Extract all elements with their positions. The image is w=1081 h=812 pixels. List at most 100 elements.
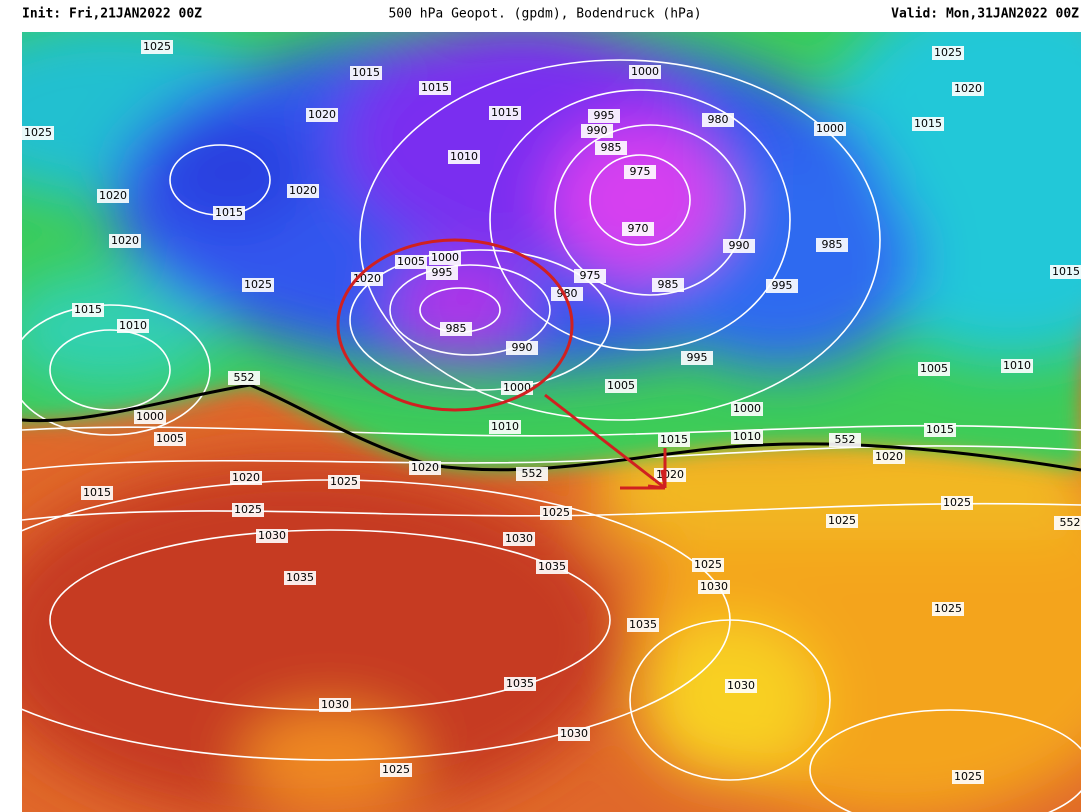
label-box bbox=[540, 506, 572, 520]
contour-label: 1025 bbox=[934, 46, 962, 59]
contour-label: 1025 bbox=[828, 514, 856, 527]
contour-label: 552 bbox=[234, 371, 255, 384]
contour-label: 1000 bbox=[733, 402, 761, 415]
label-box bbox=[242, 278, 274, 292]
contour-label: 1030 bbox=[321, 698, 349, 711]
contour-label: 1000 bbox=[136, 410, 164, 423]
contour-label: 1025 bbox=[382, 763, 410, 776]
contour-label: 985 bbox=[601, 141, 622, 154]
contour-label: 1000 bbox=[431, 251, 459, 264]
contour-label: 1005 bbox=[607, 379, 635, 392]
contour-label: 995 bbox=[594, 109, 615, 122]
label-box bbox=[489, 106, 521, 120]
contour-label: 1030 bbox=[258, 529, 286, 542]
contour-label: 1015 bbox=[421, 81, 449, 94]
label-box bbox=[723, 239, 755, 253]
contour-label: 1035 bbox=[286, 571, 314, 584]
contour-label: 990 bbox=[729, 239, 750, 252]
label-box bbox=[731, 430, 763, 444]
label-box bbox=[503, 532, 535, 546]
label-box bbox=[629, 65, 661, 79]
contour-label: 995 bbox=[432, 266, 453, 279]
label-box bbox=[627, 618, 659, 632]
contour-label: 1015 bbox=[83, 486, 111, 499]
contour-label: 995 bbox=[687, 351, 708, 364]
label-box bbox=[932, 602, 964, 616]
contour-label: 1010 bbox=[450, 150, 478, 163]
label-box bbox=[605, 379, 637, 393]
label-box bbox=[692, 558, 724, 572]
contour-label: 1035 bbox=[629, 618, 657, 631]
valid-time: Valid: Mon,31JAN2022 00Z bbox=[891, 7, 1079, 22]
contour-label: 1000 bbox=[503, 381, 531, 394]
contour-label: 1025 bbox=[934, 602, 962, 615]
contour-label: 1020 bbox=[289, 184, 317, 197]
contour-labels: 1025 1015 1015 1020 1015 1000 995 990 985 980 1000… bbox=[22, 40, 1081, 784]
label-box bbox=[1054, 516, 1081, 530]
contour-label: 1030 bbox=[505, 532, 533, 545]
label-box bbox=[588, 109, 620, 123]
label-box bbox=[429, 251, 461, 265]
label-box bbox=[97, 189, 129, 203]
contour-label: 552 bbox=[1060, 516, 1081, 529]
contour-label: 985 bbox=[446, 322, 467, 335]
label-box bbox=[558, 727, 590, 741]
contour-label: 1025 bbox=[244, 278, 272, 291]
label-box bbox=[306, 108, 338, 122]
label-box bbox=[766, 279, 798, 293]
contour-label: 1020 bbox=[232, 471, 260, 484]
label-box bbox=[826, 514, 858, 528]
contour-label: 552 bbox=[835, 433, 856, 446]
label-box bbox=[350, 66, 382, 80]
label-box bbox=[134, 410, 166, 424]
label-box bbox=[287, 184, 319, 198]
contour-label: 1000 bbox=[816, 122, 844, 135]
label-box bbox=[141, 40, 173, 54]
contour-label: 980 bbox=[708, 113, 729, 126]
contour-label: 1035 bbox=[506, 677, 534, 690]
map-title: 500 hPa Geopot. (gpdm), Bodendruck (hPa) bbox=[388, 7, 701, 22]
label-box bbox=[395, 255, 427, 269]
contour-label: 1010 bbox=[1003, 359, 1031, 372]
label-box bbox=[581, 124, 613, 138]
label-box bbox=[409, 461, 441, 475]
contour-label: 995 bbox=[772, 279, 793, 292]
contour-label: 1025 bbox=[954, 770, 982, 783]
label-box bbox=[154, 432, 186, 446]
contour-label: 1005 bbox=[920, 362, 948, 375]
label-box bbox=[551, 287, 583, 301]
contour-label: 990 bbox=[587, 124, 608, 137]
label-box bbox=[1001, 359, 1033, 373]
label-box bbox=[932, 46, 964, 60]
contour-label: 1010 bbox=[733, 430, 761, 443]
label-box bbox=[622, 222, 654, 236]
contour-label: 1000 bbox=[631, 65, 659, 78]
contour-label: 1030 bbox=[700, 580, 728, 593]
contour-label: 1025 bbox=[234, 503, 262, 516]
label-box bbox=[814, 122, 846, 136]
contour-label: 985 bbox=[822, 238, 843, 251]
label-box bbox=[624, 165, 656, 179]
contour-label: 1015 bbox=[926, 423, 954, 436]
label-box bbox=[506, 341, 538, 355]
label-box bbox=[595, 141, 627, 155]
label-box bbox=[731, 402, 763, 416]
contour-label: 970 bbox=[628, 222, 649, 235]
label-box bbox=[516, 467, 548, 481]
label-box bbox=[924, 423, 956, 437]
label-box bbox=[829, 433, 861, 447]
label-box bbox=[536, 560, 568, 574]
contour-label: 975 bbox=[630, 165, 651, 178]
label-box bbox=[816, 238, 848, 252]
label-box bbox=[117, 319, 149, 333]
label-box bbox=[912, 117, 944, 131]
label-box bbox=[652, 278, 684, 292]
label-box bbox=[918, 362, 950, 376]
contour-label: 1015 bbox=[660, 433, 688, 446]
contour-label: 990 bbox=[512, 341, 533, 354]
contour-label: 1025 bbox=[24, 126, 52, 139]
contour-label: 1020 bbox=[308, 108, 336, 121]
contour-label: 1030 bbox=[727, 679, 755, 692]
contour-label: 552 bbox=[522, 467, 543, 480]
label-box bbox=[952, 82, 984, 96]
